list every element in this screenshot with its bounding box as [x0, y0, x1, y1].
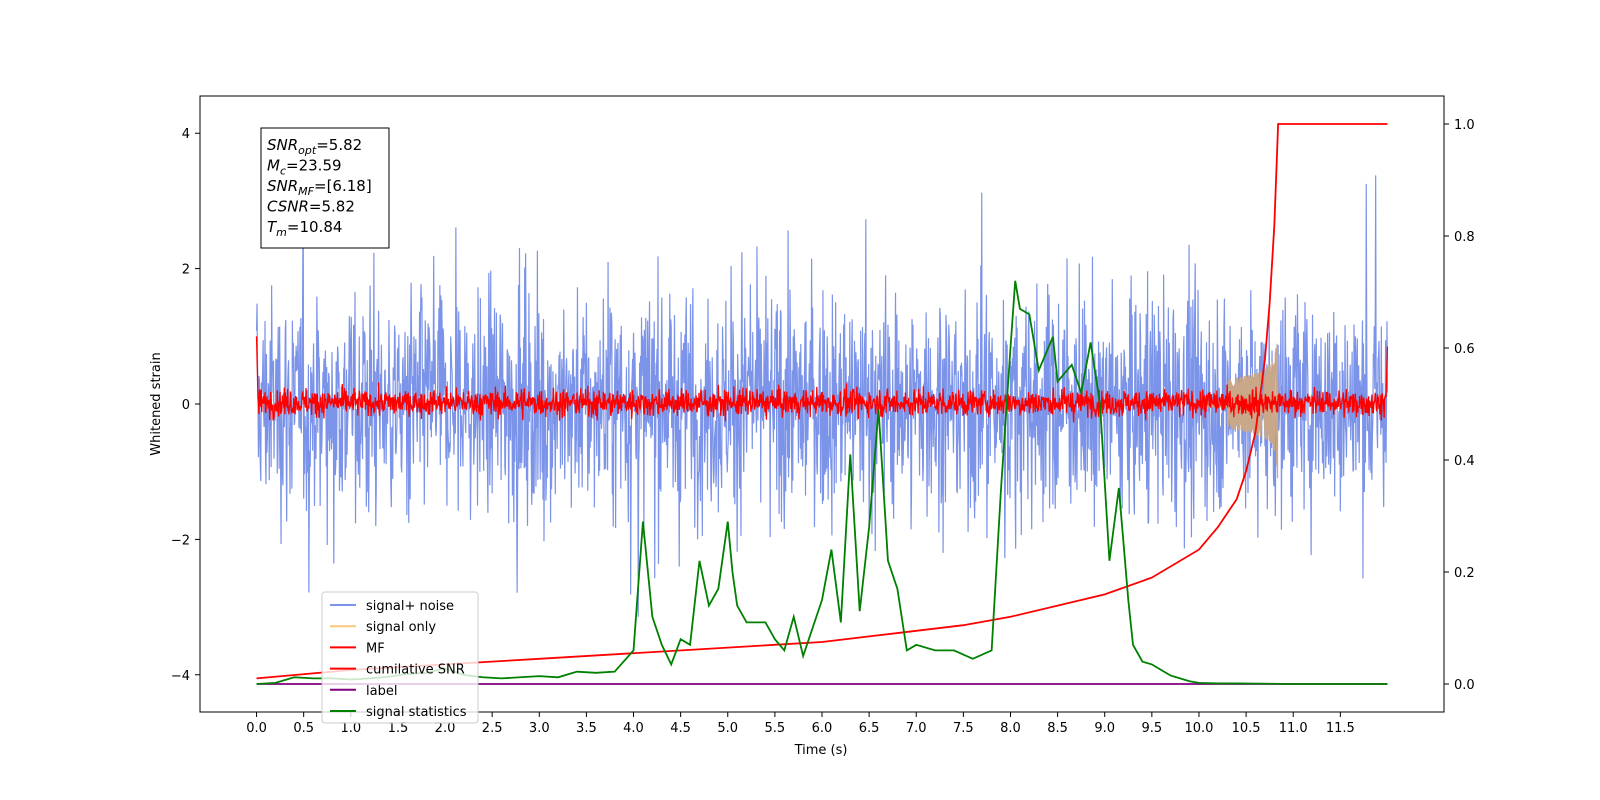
x-tick-label: 4.0	[623, 721, 644, 736]
y2-tick-label: 0.2	[1454, 566, 1475, 581]
legend-box	[321, 591, 479, 724]
x-tick-label: 6.5	[859, 721, 880, 736]
annotation-line: Tm=10.84	[267, 218, 342, 239]
x-tick-label: 2.5	[482, 721, 503, 736]
annotation-line: SNRopt=5.82	[267, 136, 362, 157]
y-tick-label: 2	[182, 263, 190, 278]
x-tick-label: 10.0	[1184, 721, 1213, 736]
x-tick-label: 1.0	[340, 721, 361, 736]
x-tick-label: 11.0	[1279, 721, 1308, 736]
annotation-box	[260, 127, 390, 249]
y-tick-label: −2	[171, 533, 190, 548]
annotation-line: CSNR=5.82	[267, 198, 355, 216]
annotation-line: SNRMF=[6.18]	[267, 177, 372, 198]
x-tick-label: 11.5	[1326, 721, 1355, 736]
x-tick-label: 4.5	[670, 721, 691, 736]
y2-tick-label: 0.8	[1454, 230, 1475, 245]
x-axis-label: Time (s)	[794, 743, 848, 758]
legend-label: cumilative SNR	[366, 663, 465, 678]
y2-tick-label: 0.6	[1454, 342, 1475, 357]
x-tick-label: 9.5	[1142, 721, 1163, 736]
plot-area	[255, 123, 1389, 685]
y-tick-label: −4	[171, 669, 190, 684]
x-tick-label: 6.0	[812, 721, 833, 736]
x-tick-label: 2.0	[435, 721, 456, 736]
x-tick-label: 0.0	[246, 721, 267, 736]
y-tick-label: 4	[182, 127, 190, 142]
x-tick-label: 8.0	[1000, 721, 1021, 736]
x-tick-label: 10.5	[1232, 721, 1261, 736]
x-tick-label: 1.5	[388, 721, 409, 736]
legend-label: signal statistics	[366, 705, 467, 720]
y-axis-left: −4 −2 0 2 4	[171, 127, 200, 684]
y2-tick-label: 0.4	[1454, 454, 1475, 469]
series-signal-noise	[255, 175, 1389, 617]
legend-label: MF	[366, 641, 385, 656]
x-tick-label: 3.0	[529, 721, 550, 736]
legend-label: label	[366, 684, 397, 699]
x-axis: 0.0 0.5 1.0 1.5 2.0 2.5 3.0 3.5 4.0 4.5 5.0 5.5 6.0 6…	[246, 712, 1355, 736]
legend-label: signal+ noise	[366, 599, 454, 614]
x-tick-label: 3.5	[576, 721, 597, 736]
x-tick-label: 7.5	[953, 721, 974, 736]
y-tick-label: 0	[182, 398, 190, 413]
x-tick-label: 7.0	[906, 721, 927, 736]
x-tick-label: 0.5	[293, 721, 314, 736]
series-cumulative-snr	[256, 123, 1388, 680]
x-tick-label: 9.0	[1094, 721, 1115, 736]
series-signal-statistics	[256, 280, 1388, 685]
y-axis-label: Whitened strain	[149, 352, 164, 455]
annotation-line: Mc=23.59	[267, 157, 342, 178]
x-tick-label: 5.5	[765, 721, 786, 736]
x-tick-label: 5.0	[717, 721, 738, 736]
series-mf	[255, 336, 1389, 423]
y2-tick-label: 1.0	[1454, 118, 1475, 133]
x-tick-label: 8.5	[1047, 721, 1068, 736]
legend: signal+ noise signal only MF cumilative SNR…	[321, 591, 479, 724]
stats-annotation: SNRopt=5.82Mc=23.59SNRMF=[6.18]CSNR=5.82…	[260, 127, 390, 249]
legend-label: signal only	[366, 620, 436, 635]
y-axis-right: 0.0 0.2 0.4 0.6 0.8 1.0	[1444, 118, 1475, 693]
y2-tick-label: 0.0	[1454, 678, 1475, 693]
